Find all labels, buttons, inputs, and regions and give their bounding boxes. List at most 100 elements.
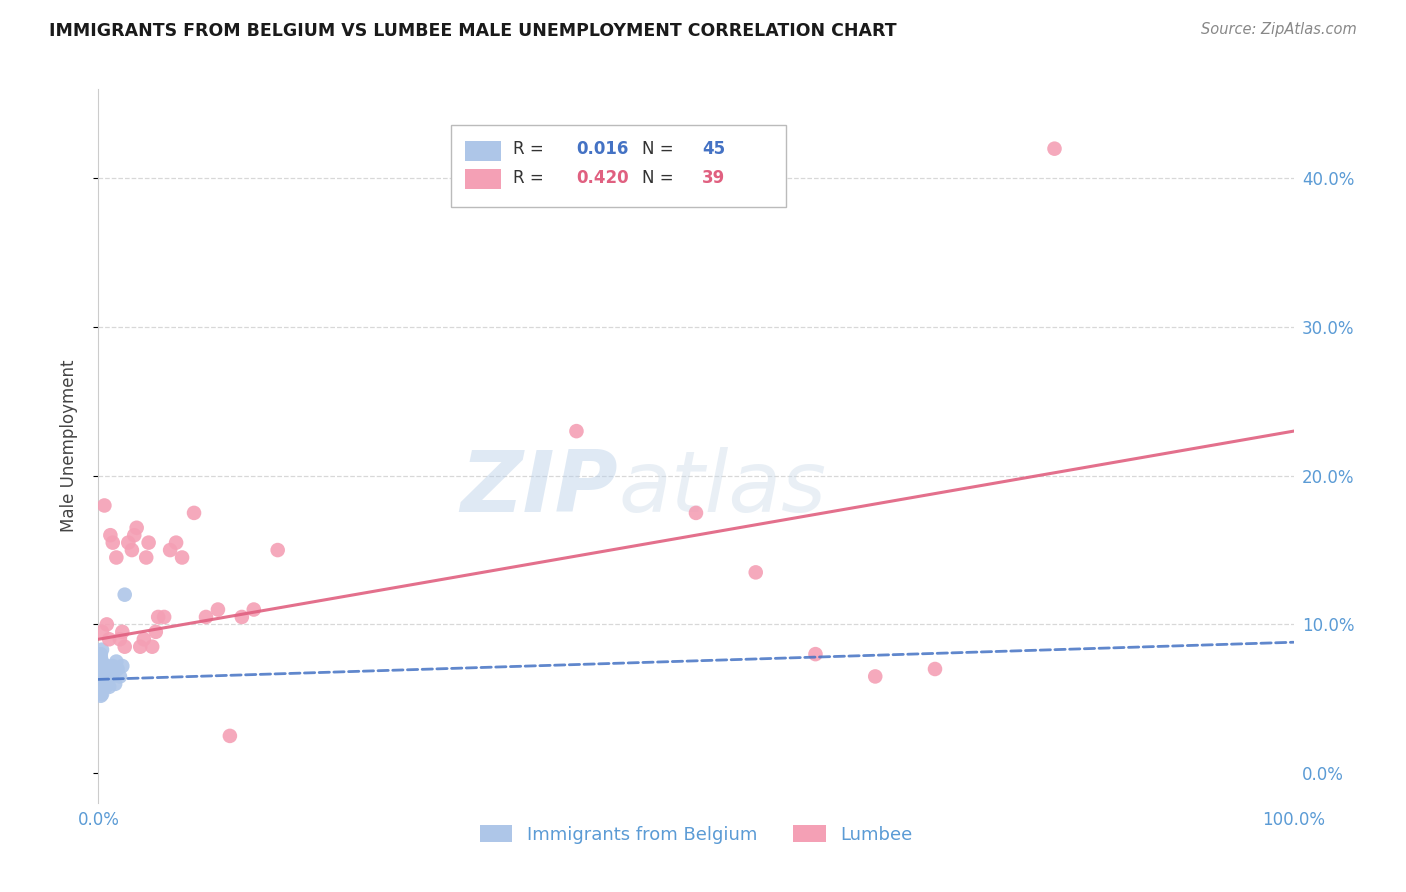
Point — [91, 673, 114, 687]
Point — [91, 680, 114, 694]
Y-axis label: Male Unemployment: Male Unemployment — [59, 359, 77, 533]
Point — [101, 659, 124, 673]
Point — [90, 647, 112, 661]
Point — [105, 655, 128, 669]
Point — [114, 640, 136, 654]
Point — [100, 669, 122, 683]
Point — [104, 677, 127, 691]
Point — [97, 673, 120, 688]
Point — [90, 684, 112, 698]
Point — [90, 650, 112, 665]
Point — [243, 602, 266, 616]
Point — [96, 669, 118, 683]
Point — [96, 617, 118, 632]
Point — [89, 662, 111, 676]
Point — [132, 632, 155, 647]
Text: 0.420: 0.420 — [576, 169, 628, 186]
Point — [145, 624, 167, 639]
Point — [745, 566, 768, 580]
Point — [148, 610, 170, 624]
Point — [125, 521, 148, 535]
Point — [107, 662, 129, 676]
FancyBboxPatch shape — [451, 125, 786, 207]
Point — [90, 657, 112, 672]
Point — [91, 655, 114, 669]
Point — [105, 550, 128, 565]
Point — [111, 624, 134, 639]
Point — [91, 677, 114, 691]
Point — [114, 588, 136, 602]
Point — [685, 506, 707, 520]
Text: N =: N = — [643, 140, 679, 158]
Point — [91, 687, 114, 701]
Point — [117, 535, 139, 549]
Text: 0.016: 0.016 — [576, 140, 628, 158]
Point — [89, 669, 111, 683]
Point — [89, 684, 111, 698]
Point — [153, 610, 176, 624]
Point — [98, 680, 121, 694]
Point — [90, 665, 112, 679]
Bar — [465, 141, 501, 161]
Point — [172, 550, 194, 565]
Point — [96, 659, 118, 673]
Point — [207, 602, 229, 616]
Text: R =: R = — [513, 169, 550, 186]
Point — [565, 424, 588, 438]
Text: ZIP: ZIP — [461, 447, 619, 531]
Point — [90, 666, 112, 681]
Point — [98, 528, 122, 542]
Point — [90, 680, 112, 694]
Point — [165, 535, 187, 549]
Point — [89, 655, 111, 669]
Legend: Immigrants from Belgium, Lumbee: Immigrants from Belgium, Lumbee — [472, 818, 920, 851]
Point — [195, 610, 218, 624]
Point — [91, 665, 114, 679]
Text: R =: R = — [513, 140, 550, 158]
Point — [804, 647, 827, 661]
Point — [91, 680, 114, 694]
Point — [121, 543, 143, 558]
Text: 39: 39 — [702, 169, 725, 186]
Point — [94, 680, 117, 694]
Bar — [465, 169, 501, 189]
Point — [98, 632, 121, 647]
Point — [89, 677, 111, 691]
Point — [138, 535, 160, 549]
Point — [135, 550, 157, 565]
Point — [1043, 142, 1066, 156]
Text: 45: 45 — [702, 140, 725, 158]
Point — [90, 689, 112, 703]
Point — [111, 659, 134, 673]
Point — [93, 499, 115, 513]
Point — [103, 665, 125, 679]
Point — [267, 543, 290, 558]
Point — [129, 640, 152, 654]
Text: atlas: atlas — [619, 447, 827, 531]
Point — [93, 669, 115, 683]
Point — [91, 657, 114, 672]
Point — [101, 535, 124, 549]
Point — [90, 673, 112, 687]
Text: Source: ZipAtlas.com: Source: ZipAtlas.com — [1201, 22, 1357, 37]
Point — [219, 729, 242, 743]
Point — [108, 669, 131, 683]
Point — [97, 665, 120, 679]
Point — [159, 543, 181, 558]
Point — [108, 632, 131, 647]
Point — [231, 610, 253, 624]
Point — [98, 662, 122, 676]
Point — [124, 528, 146, 542]
Point — [91, 642, 114, 657]
Point — [91, 669, 114, 683]
Point — [91, 662, 114, 676]
Point — [183, 506, 205, 520]
Point — [865, 669, 887, 683]
Point — [924, 662, 946, 676]
Point — [93, 677, 115, 691]
Point — [91, 624, 114, 639]
Text: N =: N = — [643, 169, 679, 186]
Point — [94, 662, 117, 676]
Point — [141, 640, 163, 654]
Text: IMMIGRANTS FROM BELGIUM VS LUMBEE MALE UNEMPLOYMENT CORRELATION CHART: IMMIGRANTS FROM BELGIUM VS LUMBEE MALE U… — [49, 22, 897, 40]
